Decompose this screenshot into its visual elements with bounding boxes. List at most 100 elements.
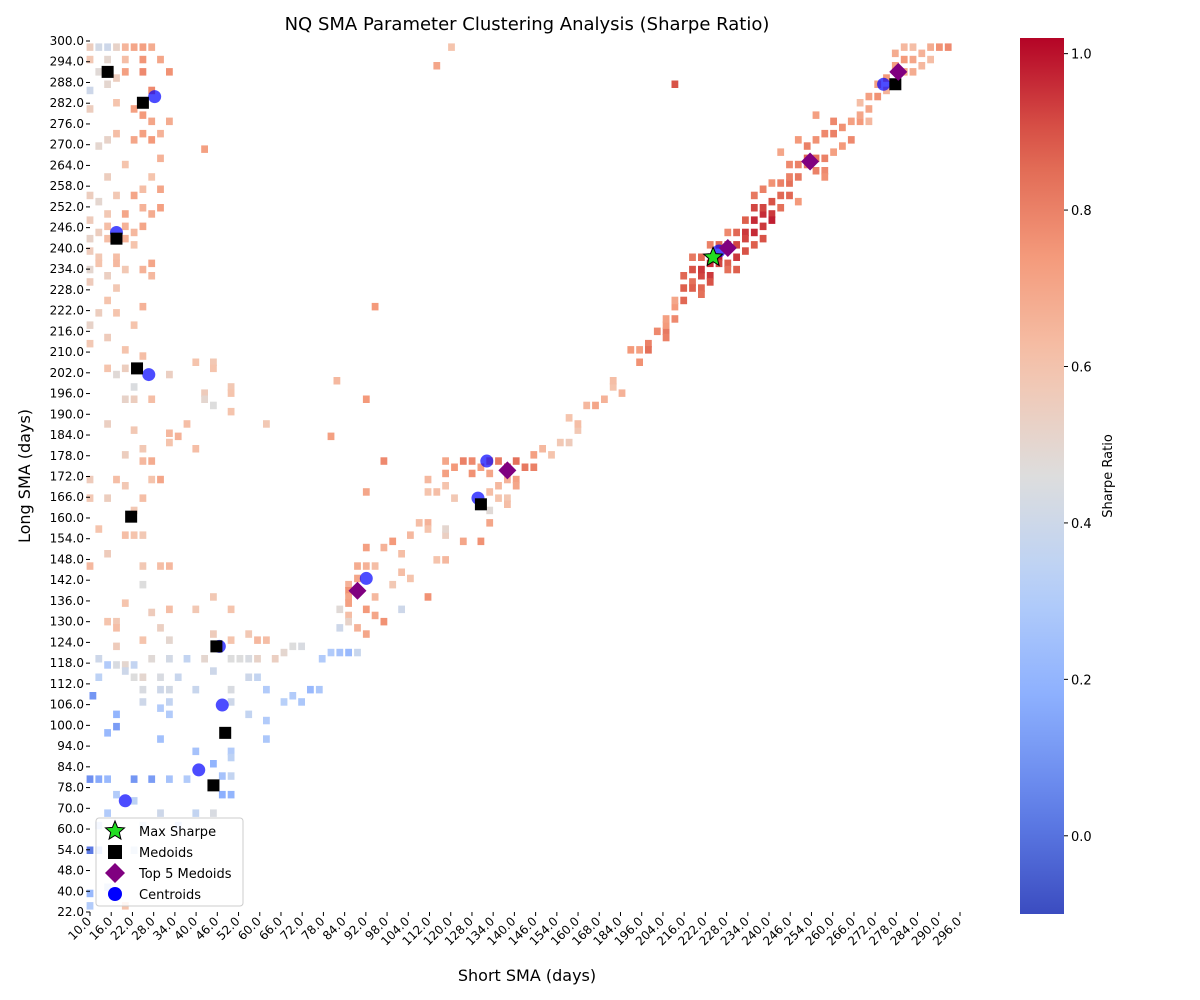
- heatmap-cell: [512, 475, 520, 484]
- heatmap-cell: [389, 537, 397, 546]
- heatmap-cell: [148, 272, 156, 280]
- centroid-marker: [142, 368, 156, 382]
- heatmap-cell: [565, 414, 573, 422]
- heatmap-cell: [148, 43, 156, 51]
- heatmap-cell: [442, 556, 449, 564]
- heatmap-cell: [113, 43, 120, 51]
- heatmap-cell: [121, 265, 129, 274]
- heatmap-cell: [944, 43, 952, 51]
- heatmap-cell: [336, 605, 344, 614]
- heatmap-cell: [891, 62, 899, 70]
- x-axis-label: Short SMA (days): [458, 966, 596, 985]
- heatmap-cell: [183, 420, 191, 428]
- legend-label: Medoids: [139, 846, 193, 861]
- heatmap-cell: [166, 429, 173, 437]
- y-tick-label: 288.0: [50, 75, 84, 89]
- heatmap-cell: [121, 234, 129, 243]
- heatmap-cell: [812, 154, 820, 163]
- heatmap-cell: [706, 241, 714, 249]
- heatmap-cell: [794, 136, 802, 144]
- heatmap-cell: [183, 775, 191, 783]
- heatmap-cell: [121, 55, 129, 64]
- heatmap-cell: [192, 809, 200, 817]
- heatmap-cell: [113, 370, 120, 379]
- heatmap-cell: [486, 488, 494, 496]
- heatmap-cell: [512, 482, 520, 490]
- heatmap-cell: [345, 599, 352, 607]
- heatmap-cell: [362, 543, 370, 552]
- y-tick-label: 252.0: [50, 200, 84, 214]
- heatmap-cell: [768, 210, 776, 218]
- heatmap-cell: [742, 247, 749, 255]
- heatmap-cell: [192, 445, 200, 453]
- top5-medoid-marker: [498, 461, 517, 480]
- heatmap-cell: [157, 809, 164, 817]
- heatmap-cell: [157, 673, 164, 681]
- heatmap-cell: [345, 580, 352, 589]
- heatmap-cell: [504, 494, 511, 502]
- heatmap-cell: [254, 636, 261, 644]
- heatmap-cell: [113, 284, 120, 292]
- heatmap-cell: [680, 296, 688, 305]
- heatmap-cell: [95, 253, 103, 261]
- y-tick-label: 112.0: [50, 677, 84, 691]
- heatmap-cell: [157, 55, 164, 64]
- heatmap-cell: [210, 401, 217, 410]
- heatmap-cell: [900, 43, 908, 51]
- heatmap-cell: [609, 377, 617, 385]
- heatmap-cell: [139, 698, 147, 706]
- heatmap-cell: [166, 710, 173, 719]
- y-tick-labels: 300.0 294.0 288.0 282.0 276.0 270.0 264.0 258.0…: [50, 34, 90, 919]
- centroid-marker: [877, 77, 891, 91]
- heatmap-cell: [95, 197, 103, 206]
- heatmap-cell: [95, 309, 103, 317]
- heatmap-cell: [645, 339, 652, 348]
- y-tick-label: 216.0: [50, 324, 84, 338]
- heatmap-cell: [565, 438, 573, 447]
- heatmap-cell: [113, 642, 120, 651]
- heatmap-cell: [86, 247, 94, 255]
- heatmap-cell: [210, 760, 217, 768]
- medoid-marker: [125, 510, 138, 523]
- heatmap-cell: [530, 451, 538, 459]
- heatmap-cell: [86, 902, 94, 910]
- heatmap-cell: [86, 321, 94, 329]
- heatmap-cell: [263, 716, 270, 725]
- medoid-marker: [207, 779, 220, 792]
- heatmap-cell: [512, 457, 520, 465]
- heatmap-cell: [95, 43, 103, 51]
- heatmap-cell: [380, 617, 388, 626]
- heatmap-cell: [95, 68, 103, 76]
- heatmap-cell: [148, 86, 156, 95]
- heatmap-cell: [227, 389, 235, 397]
- heatmap-cell: [900, 55, 908, 64]
- heatmap-cell: [424, 475, 432, 484]
- heatmap-cell: [495, 494, 502, 502]
- heatmap-cell: [592, 401, 599, 410]
- y-tick-label: 172.0: [50, 470, 84, 484]
- heatmap-cell: [627, 346, 635, 354]
- heatmap-cell: [333, 377, 341, 385]
- heatmap-cell: [280, 698, 288, 706]
- heatmap-cell: [201, 395, 208, 403]
- heatmap-cell: [121, 667, 129, 675]
- heatmap-cell: [451, 463, 458, 471]
- heatmap-cell: [336, 648, 344, 657]
- heatmap-cell: [86, 86, 94, 95]
- heatmap-cell: [407, 531, 414, 539]
- heatmap-cell: [104, 173, 111, 181]
- heatmap-cell: [104, 617, 111, 626]
- heatmap-cell: [227, 383, 235, 391]
- heatmap-cell: [662, 321, 670, 329]
- heatmap-cell: [227, 655, 235, 663]
- heatmap-cell: [121, 531, 129, 539]
- heatmap-cell: [201, 655, 208, 663]
- heatmap-cell: [139, 68, 147, 76]
- heatmap-cell: [95, 655, 103, 663]
- heatmap-cell: [121, 482, 129, 490]
- y-axis: 300.0 294.0 288.0 282.0 276.0 270.0 264.0 258.0…: [15, 34, 90, 919]
- heatmap-cell: [345, 593, 352, 601]
- y-tick-label: 148.0: [50, 552, 84, 566]
- heatmap-cell: [121, 661, 129, 669]
- centroid-marker: [192, 763, 206, 777]
